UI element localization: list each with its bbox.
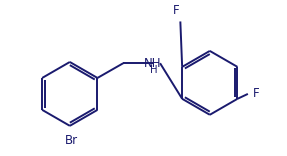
Text: H: H <box>150 65 157 75</box>
Text: Br: Br <box>65 134 77 147</box>
Text: NH: NH <box>144 57 162 70</box>
Text: F: F <box>173 4 180 17</box>
Text: F: F <box>253 87 259 100</box>
